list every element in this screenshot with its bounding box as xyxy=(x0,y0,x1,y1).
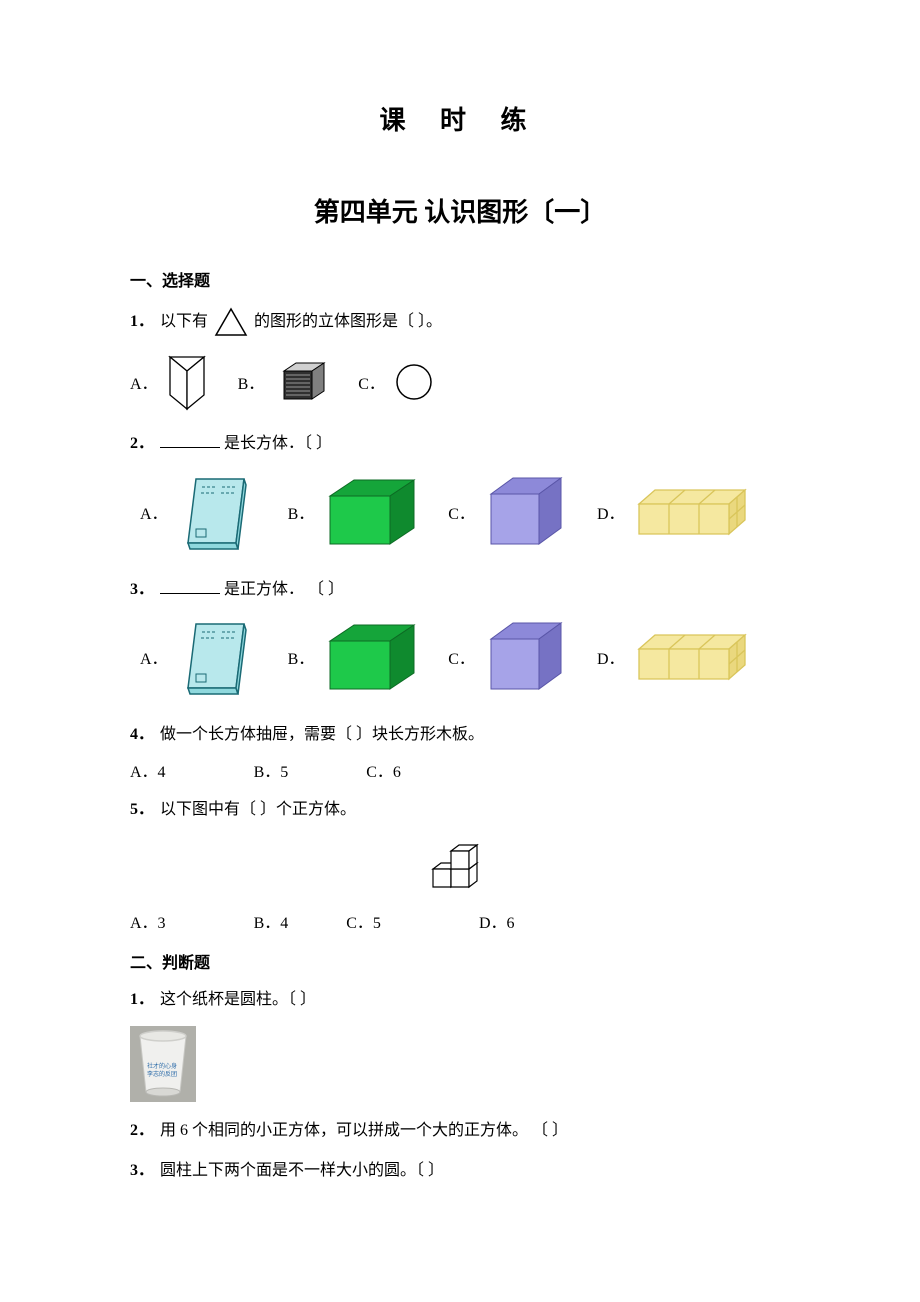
q1-opt-c-label: C． xyxy=(358,370,385,394)
tf3-number: 3． xyxy=(130,1162,154,1179)
q5-opt-a: A．3 xyxy=(130,915,166,932)
tf2-text: 用 6 个相同的小正方体，可以拼成一个大的正方体。 〔 〕 xyxy=(160,1122,568,1139)
q5-options: A．3 B．4 C．5 D．6 xyxy=(130,911,790,937)
section-2-heading: 二、判断题 xyxy=(130,949,790,973)
yellow-blocks-icon xyxy=(633,484,753,540)
q3-opt-c-label: C． xyxy=(448,645,475,669)
triangle-icon xyxy=(212,305,250,339)
q2-opt-a-label: A． xyxy=(140,500,168,524)
q2-options: A． B． C． D． xyxy=(130,469,790,555)
tf1-text: 这个纸杯是圆柱。〔 〕 xyxy=(160,991,316,1008)
green-cuboid-icon xyxy=(322,472,422,552)
question-1: 1． 以下有 的图形的立体图形是〔 〕。 xyxy=(130,305,790,339)
q5-number: 5． xyxy=(130,801,154,818)
q1-number: 1． xyxy=(130,309,154,335)
cup-text-2: 李志的反团 xyxy=(147,1070,177,1078)
q3-number: 3． xyxy=(130,581,154,598)
tf2-number: 2． xyxy=(130,1122,154,1139)
q2-number: 2． xyxy=(130,435,154,452)
section-1-heading: 一、选择题 xyxy=(130,267,790,291)
stacked-cubes-icon xyxy=(425,835,495,897)
q2-opt-b-label: B． xyxy=(288,500,315,524)
notebook-icon xyxy=(176,469,262,555)
q3-text: 是正方体． 〔 〕 xyxy=(224,581,344,598)
q5-opt-b: B．4 xyxy=(254,915,289,932)
q2-opt-d-label: D． xyxy=(597,500,625,524)
shaded-cube-icon xyxy=(272,359,328,405)
question-5: 5． 以下图中有〔 〕个正方体。 xyxy=(130,797,790,823)
purple-cube-icon xyxy=(483,472,571,552)
q1-post-text: 的图形的立体图形是〔 〕。 xyxy=(254,309,442,335)
q3-opt-d-label: D． xyxy=(597,645,625,669)
question-2: 2． 是长方体．〔 〕 xyxy=(130,431,790,457)
paper-cup-image: 社才的心身 李志的反团 xyxy=(130,1026,790,1102)
q3-blank xyxy=(160,578,220,594)
question-4: 4． 做一个长方体抽屉，需要〔 〕块长方形木板。 xyxy=(130,722,790,748)
tf1-number: 1． xyxy=(130,991,154,1008)
q4-number: 4． xyxy=(130,726,154,743)
main-title: 课 时 练 xyxy=(130,100,790,137)
cup-text-1: 社才的心身 xyxy=(147,1062,177,1070)
notebook-icon-2 xyxy=(176,614,262,700)
q4-opt-b: B．5 xyxy=(254,764,289,781)
triangular-prism-icon xyxy=(166,351,208,413)
tf-question-2: 2． 用 6 个相同的小正方体，可以拼成一个大的正方体。 〔 〕 xyxy=(130,1118,790,1144)
q4-opt-c: C．6 xyxy=(366,764,401,781)
q1-opt-b-label: B． xyxy=(238,370,265,394)
purple-cube-icon-2 xyxy=(483,617,571,697)
q4-options: A．4 B．5 C．6 xyxy=(130,760,790,786)
q5-figure xyxy=(130,835,790,897)
q4-opt-a: A．4 xyxy=(130,764,166,781)
paper-cup-icon: 社才的心身 李志的反团 xyxy=(130,1026,196,1102)
green-cuboid-icon-2 xyxy=(322,617,422,697)
q5-text: 以下图中有〔 〕个正方体。 xyxy=(160,801,356,818)
q3-options: A． B． C． D． xyxy=(130,614,790,700)
tf3-text: 圆柱上下两个面是不一样大小的圆。〔 〕 xyxy=(160,1162,444,1179)
q3-opt-a-label: A． xyxy=(140,645,168,669)
q4-text: 做一个长方体抽屉，需要〔 〕块长方形木板。 xyxy=(160,726,484,743)
tf-question-3: 3． 圆柱上下两个面是不一样大小的圆。〔 〕 xyxy=(130,1158,790,1184)
q1-pre-text: 以下有 xyxy=(160,309,208,335)
q2-blank xyxy=(160,432,220,448)
q3-opt-b-label: B． xyxy=(288,645,315,669)
tf-question-1: 1． 这个纸杯是圆柱。〔 〕 xyxy=(130,987,790,1013)
yellow-blocks-icon-2 xyxy=(633,629,753,685)
unit-title: 第四单元 认识图形〔一〕 xyxy=(130,192,790,229)
q2-text: 是长方体．〔 〕 xyxy=(224,435,332,452)
q1-opt-a-label: A． xyxy=(130,370,158,394)
q5-opt-d: D．6 xyxy=(479,915,515,932)
question-3: 3． 是正方体． 〔 〕 xyxy=(130,577,790,603)
q2-opt-c-label: C． xyxy=(448,500,475,524)
q1-options: A． B． C． xyxy=(130,351,790,413)
circle-icon xyxy=(393,361,435,403)
q5-opt-c: C．5 xyxy=(346,915,381,932)
